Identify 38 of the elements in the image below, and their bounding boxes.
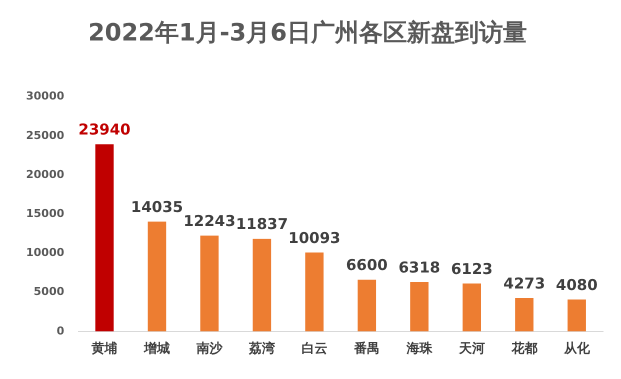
y-tick-label: 25000 xyxy=(26,128,65,142)
data-label: 10093 xyxy=(288,228,340,247)
data-label: 12243 xyxy=(183,212,236,230)
bar xyxy=(410,282,429,332)
bar xyxy=(515,298,534,332)
data-label: 23940 xyxy=(78,120,131,139)
data-label: 4273 xyxy=(503,274,546,292)
x-tick-label: 增城 xyxy=(142,342,170,357)
x-tick-label: 番禺 xyxy=(352,340,380,357)
y-tick-label: 10000 xyxy=(26,246,65,260)
bar xyxy=(200,236,219,332)
data-label: 14035 xyxy=(130,198,184,216)
y-tick-label: 30000 xyxy=(26,90,65,103)
y-tick-label: 20000 xyxy=(26,168,65,181)
x-tick-label: 南沙 xyxy=(195,342,224,357)
y-tick-label: 0 xyxy=(56,324,65,338)
bar xyxy=(148,222,166,332)
data-label: 11837 xyxy=(236,215,288,234)
data-label: 6600 xyxy=(346,256,388,274)
x-tick-label: 海珠 xyxy=(405,342,434,357)
x-tick-label: 白云 xyxy=(301,342,328,357)
bar xyxy=(305,252,324,332)
bar xyxy=(95,144,114,332)
x-tick-label: 黄埔 xyxy=(90,340,118,357)
bar xyxy=(252,238,272,332)
x-tick-label: 从化 xyxy=(562,342,591,357)
x-tick-label: 花都 xyxy=(510,342,538,357)
data-label: 4080 xyxy=(556,276,598,294)
bar xyxy=(462,284,481,332)
chart-title: 2022年1月-3月6日广州各区新盘到访量 xyxy=(88,18,527,47)
x-tick-label: 天河 xyxy=(458,342,485,357)
y-tick-label: 15000 xyxy=(26,206,65,220)
data-label: 6318 xyxy=(398,258,440,276)
data-label: 6123 xyxy=(450,260,493,278)
y-tick-label: 5000 xyxy=(34,285,65,298)
x-tick-label: 荔湾 xyxy=(248,340,275,357)
bar xyxy=(358,280,376,332)
bar xyxy=(568,299,586,332)
